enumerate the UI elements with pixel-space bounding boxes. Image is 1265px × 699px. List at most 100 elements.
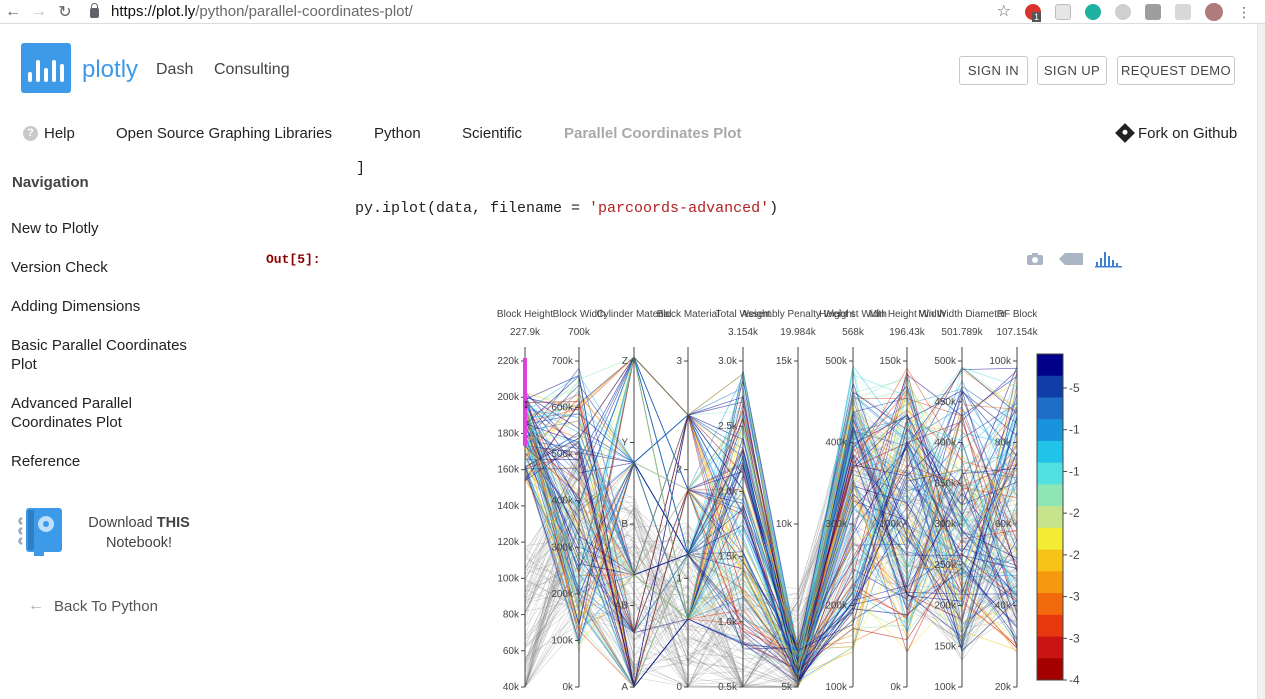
tick-label: 40k (995, 601, 1012, 612)
sidebar-item-new-to-plotly[interactable]: New to Plotly (11, 220, 99, 237)
tag-icon[interactable] (1058, 250, 1084, 268)
download-suffix: Notebook! (105, 535, 173, 551)
download-notebook-link[interactable]: Download THIS Notebook! (86, 513, 192, 553)
colorbar-segment (1037, 440, 1063, 464)
breadcrumb-python[interactable]: Python (374, 125, 421, 142)
tick-label: Z (622, 356, 628, 367)
download-prefix: Download (88, 515, 157, 531)
breadcrumb-libraries[interactable]: Open Source Graphing Libraries (116, 125, 332, 142)
data-line-colored (524, 366, 1018, 688)
plotly-logo-icon[interactable] (21, 43, 71, 93)
data-line-colored (524, 408, 1018, 689)
data-line-gray (524, 458, 1018, 688)
circle-extension-icon[interactable] (1115, 4, 1131, 20)
tick-label: 200k (497, 392, 520, 403)
axis-title[interactable]: Block Width (553, 309, 606, 320)
nav-consulting[interactable]: Consulting (214, 61, 290, 78)
data-line-gray (524, 481, 1018, 671)
grid-extension-icon[interactable] (1055, 4, 1071, 20)
teal-extension-icon[interactable] (1085, 4, 1101, 20)
address-bar[interactable]: https://plot.ly/python/parallel-coordina… (90, 2, 413, 20)
data-line-colored (524, 356, 1018, 668)
browser-menu-icon[interactable]: ⋮ (1237, 3, 1251, 20)
tick-label: 2.0k (718, 486, 738, 497)
opera-extension-icon[interactable]: 1 (1025, 4, 1042, 22)
back-arrow-icon: ← (28, 597, 44, 614)
tick-label: 100k (879, 519, 902, 530)
profile-avatar[interactable] (1205, 3, 1223, 21)
help-icon[interactable]: ? (23, 126, 38, 141)
b-extension-icon[interactable] (1175, 4, 1191, 20)
tick-label: 250k (934, 560, 957, 571)
sidebar-item-advanced[interactable]: Advanced Parallel Coordinates Plot (11, 395, 132, 431)
axis-title[interactable]: Cylinder Material (596, 309, 671, 320)
parallel-coordinates-chart[interactable]: Block Height227.9k220k200k180k160k140k12… (480, 300, 1080, 699)
download-bold: THIS (156, 515, 190, 531)
colorbar-segment (1037, 397, 1063, 420)
colorbar-segment (1037, 462, 1063, 485)
sidebar-item-basic[interactable]: Basic Parallel Coordinates Plot (11, 337, 187, 373)
data-line-colored (524, 355, 1018, 672)
axis-title[interactable]: Height st Width (819, 309, 887, 320)
colorbar-segment (1037, 527, 1063, 551)
nav-dash[interactable]: Dash (156, 61, 194, 78)
bookmark-star-icon[interactable]: ☆ (996, 3, 1011, 20)
axis-brush[interactable] (523, 358, 527, 446)
back-arrow-icon[interactable]: ← (5, 2, 21, 20)
data-line-colored (524, 403, 1018, 682)
code-string: 'parcoords-advanced' (589, 200, 770, 217)
tick-label: 5k (781, 682, 793, 693)
g-extension-icon[interactable] (1145, 4, 1161, 20)
sidebar-item-reference[interactable]: Reference (11, 453, 81, 470)
colorbar: -500 -1000 -1500 -2000 -2500 -3000 -3500 -4000 (1036, 353, 1080, 687)
tick-label: 40k (503, 682, 520, 693)
axis-title[interactable]: Min Width Diameter (918, 309, 1006, 320)
axis-title[interactable]: Block Height (497, 309, 553, 320)
colorbar-tick-label: -2500 (1069, 548, 1080, 562)
tick-label: 3 (676, 356, 682, 367)
colorbar-segment (1037, 549, 1063, 572)
sidebar-item-adding-dimensions[interactable]: Adding Dimensions (11, 298, 141, 315)
tick-label: 500k (551, 449, 574, 460)
axis-title[interactable]: Assembly Penalty Weight (741, 309, 854, 320)
notebook-icon[interactable] (16, 506, 64, 556)
sidebar-item-version-check[interactable]: Version Check (11, 259, 108, 276)
axis-title[interactable]: Block Material (657, 309, 720, 320)
tick-label: 300k (551, 542, 574, 553)
colorbar-tick-label: -3500 (1069, 631, 1080, 645)
tick-label: 2 (676, 465, 682, 476)
tick-label: 600k (551, 403, 574, 414)
fork-on-github-link[interactable]: Fork on Github (1138, 125, 1238, 142)
sign-in-button[interactable]: SIGN IN (959, 56, 1028, 85)
data-line-colored (524, 411, 1018, 688)
camera-icon[interactable] (1026, 250, 1044, 268)
breadcrumb-scientific[interactable]: Scientific (462, 125, 523, 142)
tick-label: AB (615, 601, 629, 612)
tick-label: 400k (934, 438, 957, 449)
plotly-bars-icon[interactable] (1095, 250, 1123, 268)
tick-label: A (621, 682, 628, 693)
axis-title[interactable]: RF Block (997, 309, 1039, 320)
colorbar-segment (1037, 375, 1063, 398)
lock-icon (90, 2, 99, 18)
colorbar-tick-label: -4000 (1069, 673, 1080, 687)
colorbar-frame (1036, 353, 1064, 681)
back-to-python-link[interactable]: ← Back To Python (28, 597, 158, 615)
tick-label: 500k (825, 356, 848, 367)
request-demo-button[interactable]: REQUEST DEMO (1117, 56, 1235, 85)
tick-label: 1.0k (718, 617, 738, 628)
tick-label: 60k (503, 646, 520, 657)
tick-label: 200k (934, 601, 957, 612)
github-icon[interactable] (1115, 123, 1135, 143)
sign-up-button[interactable]: SIGN UP (1037, 56, 1107, 85)
tick-label: 220k (497, 356, 520, 367)
forward-arrow-icon[interactable]: → (31, 2, 47, 20)
axis-title[interactable]: Total Weight (716, 309, 771, 320)
data-line-colored (524, 413, 1018, 671)
reload-icon[interactable]: ↻ (58, 3, 72, 21)
brand-name[interactable]: plotly (82, 56, 139, 83)
axis-title[interactable]: Min Height Width (869, 309, 945, 320)
colorbar-tick-label: -1000 (1069, 423, 1080, 437)
tick-label: 120k (497, 537, 520, 548)
help-link[interactable]: Help (44, 125, 75, 142)
